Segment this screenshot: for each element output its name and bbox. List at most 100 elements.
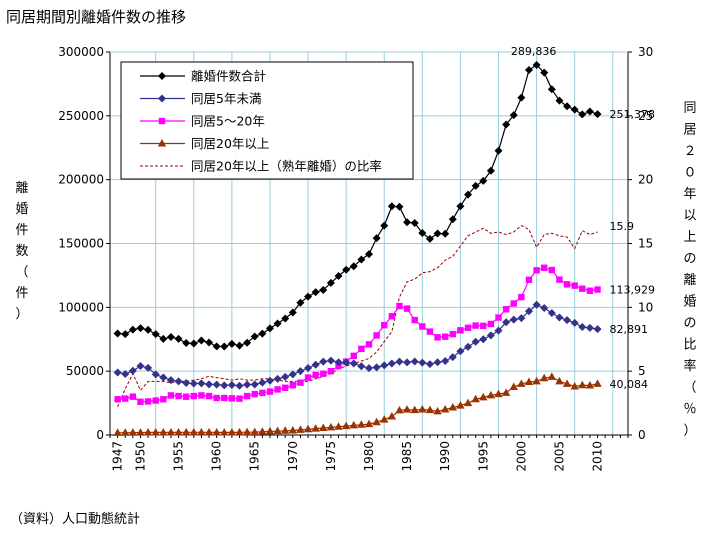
data-point: [487, 320, 495, 328]
data-point: [166, 427, 176, 436]
series-0: [113, 60, 602, 351]
data-point: [486, 331, 495, 340]
data-point: [349, 262, 358, 271]
data-point: [349, 359, 358, 368]
data-point: [113, 368, 122, 377]
data-point: [532, 300, 541, 309]
data-point: [311, 288, 320, 297]
data-point: [326, 356, 335, 365]
data-point: [419, 323, 426, 330]
data-point: [227, 339, 236, 348]
data-point: [288, 426, 298, 434]
data-point: [357, 362, 366, 371]
data-point: [327, 367, 335, 375]
data-point: [258, 427, 267, 435]
data-point: [388, 313, 396, 320]
data-point: [395, 202, 404, 211]
series-4: [117, 225, 598, 408]
y-left-tick-label: 300000: [58, 45, 104, 59]
data-point: [167, 392, 175, 399]
legend-item: 同居5年未満: [140, 91, 261, 106]
data-point: [410, 357, 419, 366]
data-point: [326, 422, 336, 431]
data-point: [562, 379, 572, 387]
series-1: [113, 300, 602, 390]
legend: 離婚件数合計同居5年未満同居5～20年同居20年以上同居20年以上（熟年離婚）の…: [120, 61, 414, 180]
y-left-tick-label: 150000: [58, 237, 104, 251]
data-point: [144, 363, 153, 372]
data-point: [563, 102, 572, 111]
data-point: [425, 234, 434, 243]
data-point: [471, 394, 480, 403]
series-3: [113, 372, 602, 436]
data-point: [448, 353, 457, 362]
data-point: [311, 360, 320, 369]
data-point: [235, 381, 244, 390]
data-point: [441, 333, 449, 340]
data-point: [273, 374, 282, 383]
series-2: [114, 264, 601, 406]
data-point: [197, 379, 206, 388]
data-point: [159, 373, 168, 382]
data-point: [304, 363, 313, 372]
data-point: [463, 398, 473, 407]
data-point: [365, 364, 373, 373]
series-line: [117, 267, 598, 403]
data-point: [373, 332, 380, 339]
data-point: [387, 359, 396, 368]
data-point: [128, 366, 137, 375]
data-point: [395, 357, 404, 366]
data-point: [334, 358, 343, 367]
data-point: [113, 329, 122, 338]
data-point: [182, 393, 190, 400]
data-point: [166, 333, 175, 342]
data-point: [334, 422, 343, 430]
data-point: [221, 394, 228, 402]
data-point: [319, 285, 328, 294]
legend-marker: [158, 72, 166, 80]
data-point: [113, 428, 122, 436]
data-point: [426, 328, 434, 335]
data-point: [297, 379, 304, 386]
data-point: [136, 324, 145, 333]
legend-label: 同居5～20年: [191, 114, 265, 129]
data-point: [418, 358, 427, 367]
data-point: [517, 379, 526, 387]
data-point: [502, 318, 511, 327]
data-point: [342, 265, 351, 274]
data-point: [541, 264, 548, 271]
x-tick-label: 1970: [286, 441, 300, 472]
data-point: [494, 146, 503, 155]
data-point: [342, 358, 351, 367]
data-point: [502, 120, 511, 129]
data-point: [250, 380, 259, 389]
data-point: [151, 427, 160, 436]
data-point: [480, 322, 487, 330]
data-point: [258, 329, 267, 338]
data-point: [433, 229, 442, 238]
data-point: [250, 427, 259, 436]
data-point: [174, 427, 183, 436]
data-point: [189, 427, 198, 436]
x-tick-label: 1965: [248, 441, 262, 472]
data-point: [160, 396, 167, 403]
data-point: [448, 215, 457, 224]
series-line: [117, 64, 598, 348]
data-point: [189, 379, 198, 388]
data-label: 289,836: [511, 45, 557, 58]
data-point: [121, 428, 130, 436]
data-point: [532, 60, 541, 69]
data-point: [540, 303, 549, 312]
data-label: 113,929: [610, 284, 656, 297]
data-point: [265, 376, 274, 385]
data-point: [501, 388, 511, 396]
data-point: [586, 287, 594, 294]
y-right-tick-label: 25: [638, 109, 653, 123]
data-point: [281, 314, 290, 323]
data-point: [593, 325, 602, 334]
data-point: [524, 65, 533, 74]
data-point: [213, 394, 220, 402]
data-point: [189, 339, 198, 348]
data-point: [380, 221, 389, 230]
legend-label: 同居20年以上（熟年離婚）の比率: [191, 159, 382, 174]
